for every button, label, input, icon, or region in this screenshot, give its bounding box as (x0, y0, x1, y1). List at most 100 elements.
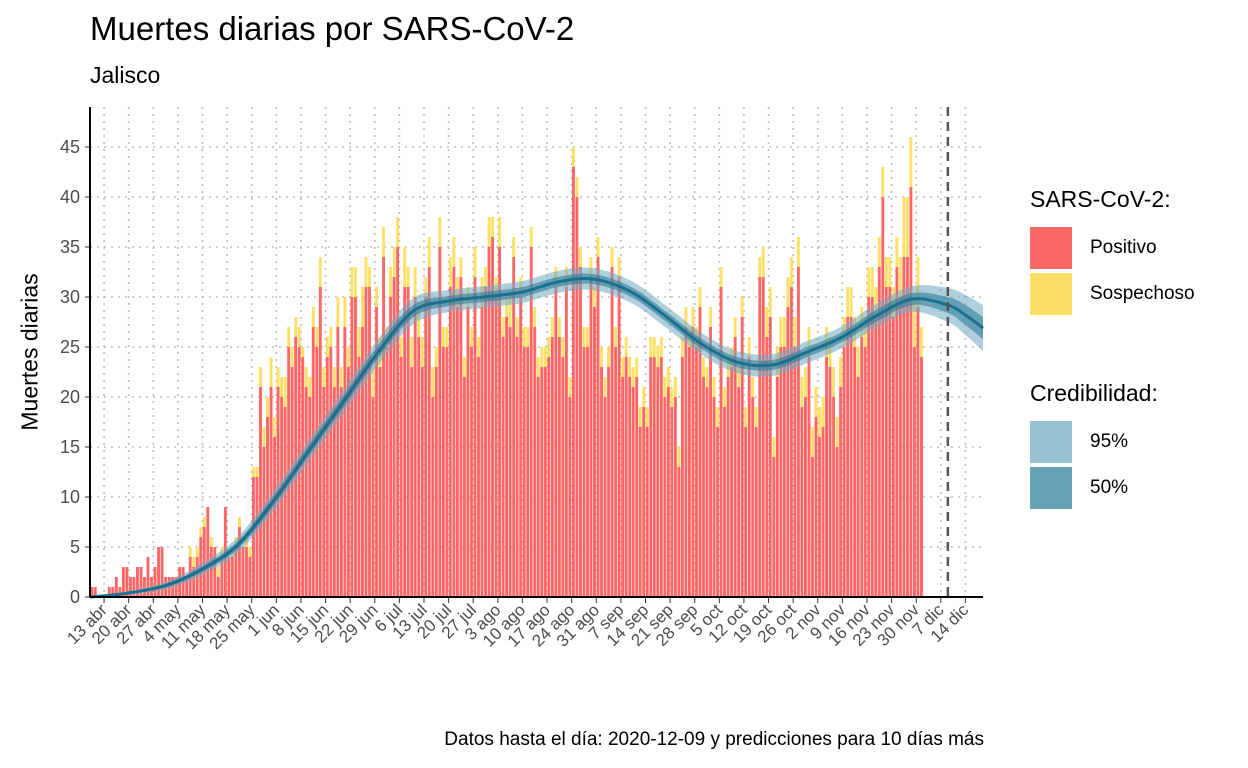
bar-positivo (304, 387, 308, 597)
bar-positivo (709, 327, 712, 597)
bar-sospechoso (484, 267, 487, 287)
bar-positivo (811, 457, 814, 597)
bar-sospechoso (283, 377, 287, 407)
bar-sospechoso (905, 197, 909, 257)
bar-positivo (434, 367, 438, 597)
bar-sospechoso (364, 257, 368, 287)
bar-positivo (596, 257, 600, 597)
bar-sospechoso (318, 257, 322, 287)
bar-sospechoso (856, 347, 860, 377)
bar-sospechoso (716, 407, 720, 427)
bar-sospechoso (786, 277, 790, 307)
bar-positivo (459, 277, 463, 597)
bar-sospechoso (287, 327, 291, 347)
bar-sospechoso (624, 337, 628, 357)
chart-caption: Datos hasta el día: 2020-12-09 y predicc… (444, 729, 984, 750)
chart-subtitle: Jalisco (90, 62, 161, 88)
bar-sospechoso (916, 257, 920, 307)
y-tick-label: 15 (60, 437, 80, 457)
bar-positivo (438, 247, 442, 597)
bar-sospechoso (832, 367, 836, 397)
bar-positivo (652, 357, 656, 597)
bar-sospechoso (427, 237, 431, 267)
y-tick-label: 35 (60, 237, 80, 257)
bar-sospechoso (909, 137, 913, 187)
bar-sospechoso (459, 257, 463, 277)
bar-sospechoso (617, 257, 621, 277)
bar-positivo (568, 397, 572, 597)
bar-sospechoso (339, 367, 343, 387)
bar-sospechoso (849, 287, 853, 317)
bar-positivo (726, 377, 730, 597)
bar-sospechoso (550, 317, 554, 337)
bar-sospechoso (663, 377, 667, 397)
bar-positivo (220, 557, 224, 597)
bar-positivo (192, 567, 196, 597)
bar-positivo (863, 347, 867, 597)
bar-sospechoso (350, 267, 354, 297)
bar-sospechoso (561, 337, 565, 357)
bar-sospechoso (575, 177, 579, 197)
bar-positivo (403, 287, 407, 597)
bar-positivo (884, 287, 888, 597)
bar-positivo (645, 427, 649, 597)
bar-sospechoso (751, 377, 755, 397)
bar-sospechoso (252, 467, 255, 477)
bar-sospechoso (902, 197, 906, 257)
bar-sospechoso (579, 247, 582, 267)
bar-positivo (881, 197, 885, 597)
bar-positivo (543, 367, 547, 597)
bar-positivo (740, 317, 744, 597)
bar-sospechoso (308, 377, 312, 397)
bar-sospechoso (761, 247, 765, 277)
bar-positivo (487, 247, 491, 597)
bar-positivo (702, 377, 705, 597)
bar-sospechoso (526, 327, 530, 347)
bar-positivo (343, 327, 347, 597)
bar-positivo (431, 397, 435, 597)
bar-positivo (888, 287, 892, 597)
bar-positivo (470, 347, 473, 597)
bar-sospechoso (793, 317, 797, 347)
legend-credibility-title: Credibilidad: (1030, 380, 1158, 406)
bar-positivo (353, 297, 357, 597)
bar-sospechoso (473, 247, 477, 277)
legend-item-95: 95% (1030, 419, 1158, 465)
bar-sospechoso (821, 397, 825, 427)
bar-positivo (913, 347, 916, 597)
bar-positivo (185, 577, 189, 597)
bar-positivo (325, 357, 329, 597)
bar-positivo (427, 267, 431, 597)
bar-positivo (491, 237, 494, 597)
bars-layer (90, 137, 923, 597)
bar-sospechoso (638, 407, 642, 427)
bar-positivo (747, 357, 751, 597)
bar-positivo (638, 427, 642, 597)
bar-positivo (832, 397, 836, 597)
legend-swatch-sospechoso (1030, 273, 1072, 315)
bar-positivo (687, 347, 691, 597)
bar-positivo (93, 587, 97, 597)
bar-positivo (441, 347, 445, 597)
bar-sospechoso (406, 267, 410, 287)
bar-sospechoso (677, 447, 681, 467)
bar-sospechoso (649, 337, 653, 357)
bar-positivo (716, 427, 720, 597)
bar-sospechoso (656, 347, 660, 367)
bar-sospechoso (273, 417, 277, 437)
bar-sospechoso (259, 367, 262, 387)
bar-sospechoso (515, 317, 519, 337)
bar-positivo (853, 347, 857, 597)
bar-positivo (684, 327, 688, 597)
bar-positivo (494, 297, 498, 597)
bar-sospechoso (684, 307, 688, 327)
bar-positivo (529, 247, 533, 597)
bar-sospechoso (536, 357, 540, 377)
bar-positivo (775, 377, 779, 597)
bar-sospechoso (874, 287, 878, 317)
bar-positivo (121, 567, 125, 597)
bar-sospechoso (600, 347, 603, 367)
bar-positivo (420, 367, 424, 597)
bar-positivo (399, 357, 403, 597)
bar-positivo (153, 567, 157, 597)
